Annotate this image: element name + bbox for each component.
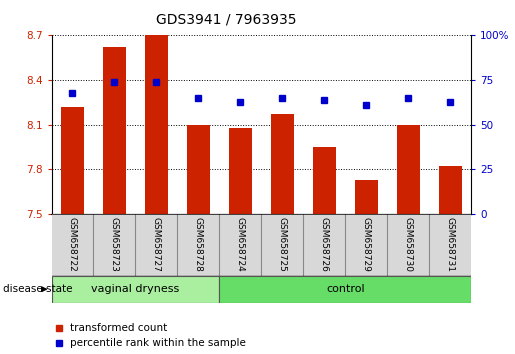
Text: GSM658731: GSM658731 bbox=[446, 217, 455, 272]
Text: control: control bbox=[326, 284, 365, 295]
Text: GSM658722: GSM658722 bbox=[68, 217, 77, 272]
Bar bbox=[397, 125, 420, 214]
Text: percentile rank within the sample: percentile rank within the sample bbox=[70, 338, 246, 348]
Bar bbox=[103, 47, 126, 214]
Bar bbox=[145, 35, 168, 214]
Bar bbox=[187, 125, 210, 214]
Text: disease state: disease state bbox=[3, 284, 72, 294]
Text: GSM658730: GSM658730 bbox=[404, 217, 413, 272]
Bar bbox=[313, 147, 336, 214]
Bar bbox=[61, 107, 84, 214]
Text: GSM658727: GSM658727 bbox=[152, 217, 161, 272]
Text: GSM658725: GSM658725 bbox=[278, 217, 287, 272]
Text: vaginal dryness: vaginal dryness bbox=[91, 284, 180, 295]
Text: GSM658728: GSM658728 bbox=[194, 217, 203, 272]
Bar bbox=[219, 276, 471, 303]
Text: GSM658724: GSM658724 bbox=[236, 217, 245, 272]
Text: GSM658726: GSM658726 bbox=[320, 217, 329, 272]
Bar bbox=[52, 276, 219, 303]
Bar bbox=[439, 166, 462, 214]
Text: GDS3941 / 7963935: GDS3941 / 7963935 bbox=[157, 12, 297, 27]
Text: transformed count: transformed count bbox=[70, 323, 167, 333]
Bar bbox=[355, 180, 378, 214]
Bar bbox=[229, 128, 252, 214]
Text: GSM658723: GSM658723 bbox=[110, 217, 119, 272]
Bar bbox=[271, 114, 294, 214]
Text: GSM658729: GSM658729 bbox=[362, 217, 371, 272]
